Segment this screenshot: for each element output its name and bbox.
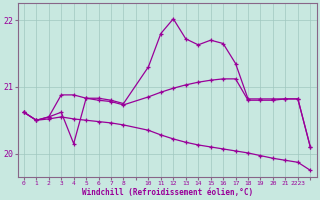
X-axis label: Windchill (Refroidissement éolien,°C): Windchill (Refroidissement éolien,°C)	[82, 188, 253, 197]
